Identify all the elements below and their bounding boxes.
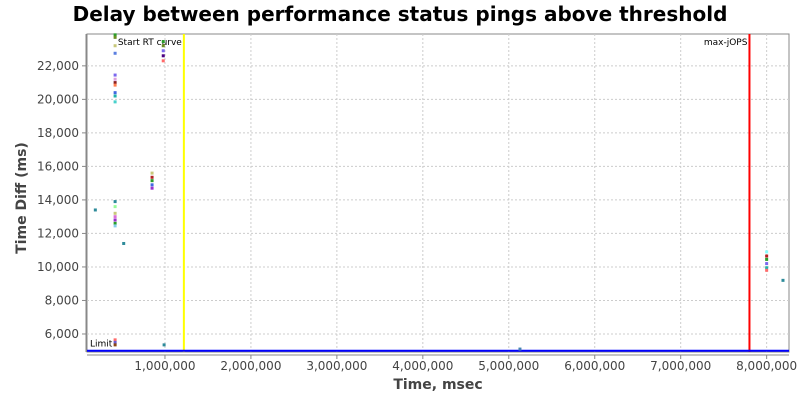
data-point — [162, 343, 166, 347]
data-point — [113, 340, 117, 344]
data-point — [113, 81, 117, 85]
data-point — [161, 40, 165, 44]
data-point — [113, 83, 117, 87]
x-tick-label: 8,000,000 — [736, 359, 797, 373]
marker-label: Limit — [90, 340, 113, 350]
x-tick-label: 5,000,000 — [478, 359, 539, 373]
data-point — [150, 183, 154, 187]
data-point — [113, 73, 117, 77]
marker-label: max-jOPS — [704, 38, 748, 48]
data-point — [765, 262, 769, 266]
data-point — [113, 218, 117, 222]
data-point — [113, 224, 117, 228]
data-point — [150, 179, 154, 183]
data-point — [150, 175, 154, 179]
data-point — [781, 278, 785, 282]
y-tick-label: 10,000 — [37, 260, 79, 274]
x-tick-label: 4,000,000 — [392, 359, 453, 373]
y-tick-label: 20,000 — [37, 92, 79, 106]
y-tick-label: 18,000 — [37, 126, 79, 140]
data-point — [113, 51, 117, 55]
y-tick-label: 16,000 — [37, 159, 79, 173]
x-tick-label: 1,000,000 — [134, 359, 195, 373]
data-point — [113, 35, 117, 39]
data-point — [161, 44, 165, 48]
data-point — [161, 59, 165, 63]
data-point — [113, 338, 117, 342]
data-point — [113, 215, 117, 219]
data-point — [518, 347, 522, 351]
data-point — [765, 250, 769, 254]
data-point — [113, 205, 117, 209]
data-point — [113, 343, 117, 347]
data-point — [113, 33, 117, 37]
data-point — [765, 254, 769, 258]
x-tick-label: 3,000,000 — [306, 359, 367, 373]
data-point — [113, 221, 117, 225]
data-point — [765, 266, 769, 270]
data-point — [113, 211, 117, 215]
chart-title: Delay between performance status pings a… — [73, 2, 728, 26]
data-point — [113, 200, 117, 204]
marker-label: Start RT curve — [118, 38, 182, 48]
y-tick-label: 22,000 — [37, 59, 79, 73]
plot-area — [86, 33, 790, 353]
x-axis-label: Time, msec — [393, 377, 482, 393]
y-tick-label: 8,000 — [45, 293, 79, 307]
y-tick-label: 14,000 — [37, 193, 79, 207]
data-point — [150, 186, 154, 190]
data-point — [113, 44, 117, 48]
x-tick-label: 2,000,000 — [220, 359, 281, 373]
y-axis-label: Time Diff (ms) — [14, 142, 30, 254]
data-point — [113, 94, 117, 98]
data-point — [161, 54, 165, 58]
y-tick-label: 12,000 — [37, 226, 79, 240]
data-point — [113, 100, 117, 104]
data-point — [122, 241, 126, 245]
x-tick-label: 6,000,000 — [564, 359, 625, 373]
y-tick-label: 6,000 — [45, 327, 79, 341]
data-point — [113, 77, 117, 81]
data-point — [161, 49, 165, 53]
data-point — [765, 257, 769, 261]
data-point — [93, 208, 97, 212]
data-point — [113, 91, 117, 95]
data-point — [150, 171, 154, 175]
x-tick-label: 7,000,000 — [650, 359, 711, 373]
data-point — [765, 268, 769, 272]
